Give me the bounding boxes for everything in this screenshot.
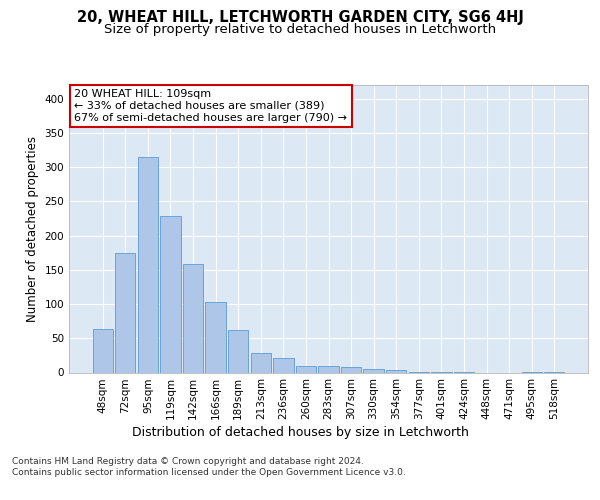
Bar	[364, 369, 384, 372]
Bar	[228, 330, 248, 372]
Bar	[115, 252, 136, 372]
Text: 20, WHEAT HILL, LETCHWORTH GARDEN CITY, SG6 4HJ: 20, WHEAT HILL, LETCHWORTH GARDEN CITY, …	[77, 10, 523, 25]
Bar	[341, 367, 361, 372]
Text: Size of property relative to detached houses in Letchworth: Size of property relative to detached ho…	[104, 24, 496, 36]
Bar	[205, 302, 226, 372]
Bar	[296, 366, 316, 372]
Text: Contains HM Land Registry data © Crown copyright and database right 2024.
Contai: Contains HM Land Registry data © Crown c…	[12, 458, 406, 477]
Bar	[138, 157, 158, 372]
Bar	[319, 366, 338, 372]
Text: 20 WHEAT HILL: 109sqm
← 33% of detached houses are smaller (389)
67% of semi-det: 20 WHEAT HILL: 109sqm ← 33% of detached …	[74, 90, 347, 122]
Bar	[92, 330, 113, 372]
Bar	[386, 370, 406, 372]
Y-axis label: Number of detached properties: Number of detached properties	[26, 136, 39, 322]
Bar	[273, 358, 293, 372]
Bar	[160, 216, 181, 372]
Bar	[251, 354, 271, 372]
Text: Distribution of detached houses by size in Letchworth: Distribution of detached houses by size …	[131, 426, 469, 439]
Bar	[183, 264, 203, 372]
